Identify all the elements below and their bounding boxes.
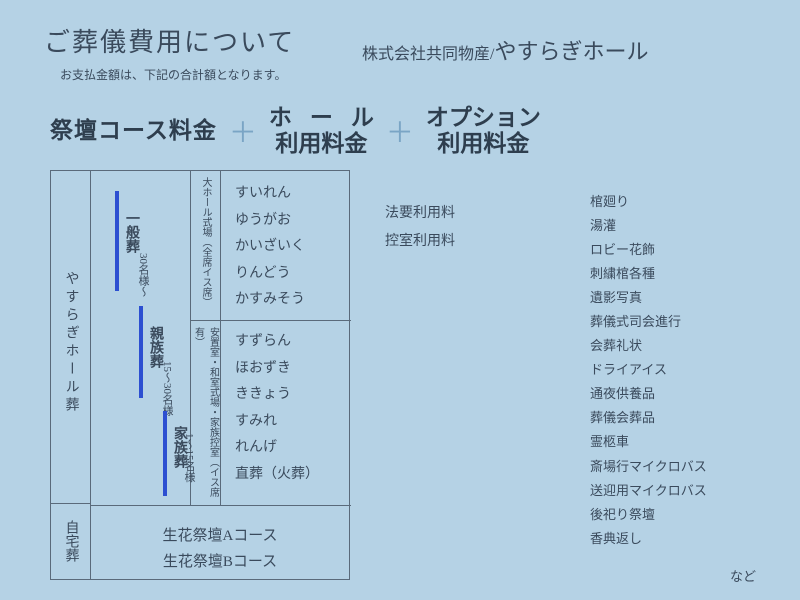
plan-item: ゆうがお xyxy=(235,208,351,235)
plan-item: 直葬（火葬） xyxy=(235,462,351,489)
plan-item: すずらん xyxy=(235,329,351,356)
plan-item: りんどう xyxy=(235,261,351,288)
list-item: 霊柩車 xyxy=(590,430,707,454)
plan-item: ききょう xyxy=(235,382,351,409)
list-item: 遺影写真 xyxy=(590,286,707,310)
list-item: 控室利用料 xyxy=(385,228,455,256)
plans-bot-group: すずらん ほおずき ききょう すみれ れんげ 直葬（火葬） xyxy=(221,321,351,505)
etc-label: など xyxy=(730,566,756,585)
table-col-location: やすらぎホール葬 自宅葬 xyxy=(51,171,91,579)
list-item: 葬儀式司会進行 xyxy=(590,310,707,334)
list-item: 湯灌 xyxy=(590,214,707,238)
cell-home-funeral: 自宅葬 xyxy=(51,504,90,579)
home-plan-a: 生花祭壇Aコース xyxy=(91,524,349,550)
home-plans-group: 生花祭壇Aコース 生花祭壇Bコース xyxy=(91,506,349,579)
cell-hall-funeral: やすらぎホール葬 xyxy=(51,171,90,504)
plus-icon: ＋ xyxy=(386,111,414,151)
list-item: 斎場行マイクロバス xyxy=(590,455,707,479)
cost-altar: 祭壇コース料金 xyxy=(50,118,217,144)
count-general: 30名様～ xyxy=(135,253,151,297)
hall-fee-list: 法要利用料 控室利用料 xyxy=(385,200,455,256)
list-item: 香典返し xyxy=(590,527,707,551)
cost-hall-row2: 利用料金 xyxy=(275,131,367,156)
plan-item: すいれん xyxy=(235,181,351,208)
cost-hall: ホール 利用料金 xyxy=(269,105,374,158)
list-item: 刺繍棺各種 xyxy=(590,262,707,286)
company-highlight: やすらぎホール xyxy=(494,39,648,64)
list-item: ドライアイス xyxy=(590,358,707,382)
plan-item: かすみそう xyxy=(235,287,351,314)
list-item: 会葬礼状 xyxy=(590,334,707,358)
company-name: 株式会社共同物産/やすらぎホール xyxy=(362,34,648,66)
list-item: 法要利用料 xyxy=(385,200,455,228)
page-title: ご葬儀費用について xyxy=(44,22,295,59)
plan-item: れんげ xyxy=(235,435,351,462)
cost-option: オプション 利用料金 xyxy=(426,105,541,158)
venue-large-hall: 大ホール式場（全席イス席） xyxy=(191,171,220,321)
plan-item: ほおずき xyxy=(235,356,351,383)
table-col-venue: 大ホール式場（全席イス席） 安置室・和室式場・家族控室（イス席有） xyxy=(191,171,221,506)
bar-icon xyxy=(163,411,167,496)
plans-top-group: すいれん ゆうがお かいざいく りんどう かすみそう xyxy=(221,171,351,321)
home-plan-b: 生花祭壇Bコース xyxy=(91,550,349,576)
list-item: 棺廻り xyxy=(590,190,707,214)
plan-item: すみれ xyxy=(235,409,351,436)
type-general-label: 一般葬 xyxy=(121,211,141,253)
bar-icon xyxy=(139,306,143,398)
cost-option-row1: オプション xyxy=(426,105,541,130)
page-subtitle: お支払金額は、下記の合計額となります。 xyxy=(60,66,286,83)
plus-icon: ＋ xyxy=(229,111,257,151)
venue-japanese-room: 安置室・和室式場・家族控室（イス席有） xyxy=(191,321,220,505)
option-list: 棺廻り 湯灌 ロビー花飾 刺繍棺各種 遺影写真 葬儀式司会進行 会葬礼状 ドライ… xyxy=(590,190,707,551)
type-general: 一般葬 xyxy=(121,211,141,258)
pricing-table: やすらぎホール葬 自宅葬 一般葬 30名様～ 親族葬 15～30名様 家族葬 1… xyxy=(50,170,350,580)
cost-formula: 祭壇コース料金 ＋ ホール 利用料金 ＋ オプション 利用料金 xyxy=(50,105,541,158)
bar-icon xyxy=(115,191,119,291)
list-item: 通夜供養品 xyxy=(590,382,707,406)
cost-option-row2: 利用料金 xyxy=(437,131,529,156)
venue-large-label: 大ホール式場（全席イス席） xyxy=(198,177,213,307)
list-item: 葬儀会葬品 xyxy=(590,406,707,430)
count-relative: 15～30名様 xyxy=(159,361,175,416)
plan-item: かいざいく xyxy=(235,234,351,261)
list-item: 後祀り祭壇 xyxy=(590,503,707,527)
table-col-plans: すいれん ゆうがお かいざいく りんどう かすみそう すずらん ほおずき ききょ… xyxy=(221,171,351,506)
label-home-funeral: 自宅葬 xyxy=(61,520,81,562)
table-col-types: 一般葬 30名様～ 親族葬 15～30名様 家族葬 1～15名様 xyxy=(91,171,191,506)
list-item: ロビー花飾 xyxy=(590,238,707,262)
venue-japanese-label: 安置室・和室式場・家族控室（イス席有） xyxy=(191,327,221,505)
label-hall-funeral: やすらぎホール葬 xyxy=(61,271,81,415)
list-item: 送迎用マイクロバス xyxy=(590,479,707,503)
company-prefix: 株式会社共同物産/ xyxy=(362,46,494,63)
cost-hall-row1: ホール xyxy=(269,105,392,131)
